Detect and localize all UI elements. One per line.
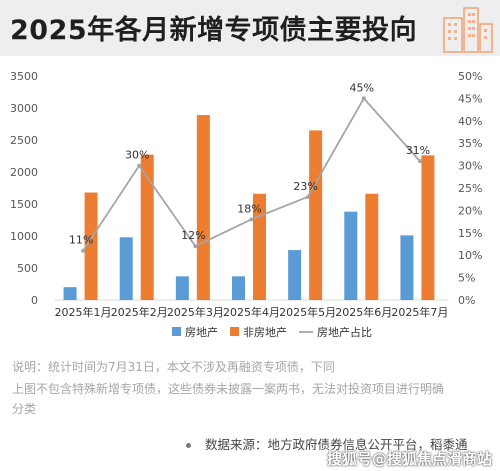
data-label: 45% — [350, 81, 374, 94]
share-point — [193, 244, 198, 249]
y-left-tick-label: 3000 — [10, 102, 38, 115]
x-tick-label: 2025年2月 — [111, 305, 168, 319]
y-right-tick-label: 45% — [458, 92, 482, 105]
y-right-tick-label: 20% — [458, 204, 482, 217]
note-line-3: 分类 — [12, 402, 37, 416]
legend-swatch-real-estate — [172, 327, 181, 336]
bar-real-estate — [119, 237, 133, 300]
x-tick-label: 2025年7月 — [391, 305, 448, 319]
y-left-tick-label: 1000 — [10, 230, 38, 243]
bar-non-real-estate — [140, 154, 154, 300]
bar-real-estate — [400, 235, 414, 300]
bar-non-real-estate — [196, 115, 210, 300]
bar-non-real-estate — [421, 155, 435, 300]
legend-swatch-non-real-estate — [230, 327, 239, 336]
page-title: 2025年各月新增专项债主要投向 — [10, 15, 418, 46]
data-label: 18% — [237, 202, 261, 215]
y-right-tick-label: 0% — [458, 294, 475, 307]
data-label: 31% — [406, 144, 430, 157]
bar-non-real-estate — [365, 193, 379, 300]
note-line-2: 上图不包含特殊新增专项债，这些债券未披露一案两书，无法对投资项目进行明确 — [12, 382, 445, 396]
y-right-tick-label: 25% — [458, 182, 482, 195]
share-point — [305, 194, 310, 199]
y-left-tick-label: 3500 — [10, 70, 38, 83]
y-right-tick-label: 35% — [458, 137, 482, 150]
legend-label: 非房地产 — [243, 325, 287, 339]
bar-real-estate — [344, 211, 358, 300]
x-tick-label: 2025年1月 — [55, 305, 112, 319]
x-tick-label: 2025年6月 — [335, 305, 392, 319]
share-point — [361, 96, 366, 101]
bar-non-real-estate — [84, 192, 98, 300]
y-left-tick-label: 1500 — [10, 198, 38, 211]
title-band: 2025年各月新增专项债主要投向 — [0, 0, 500, 56]
y-right-tick-label: 5% — [458, 272, 475, 285]
y-right-tick-label: 15% — [458, 227, 482, 240]
data-label: 23% — [293, 180, 317, 193]
legend-label: 房地产占比 — [317, 325, 372, 339]
y-right-tick-label: 40% — [458, 115, 482, 128]
source-text: 数据来源：地方政府债券信息公开平台，稻黍通 — [205, 437, 468, 452]
note-line-1: 说明：统计时间为7月31日，本文不涉及再融资专项债，下同 — [12, 360, 335, 374]
bar-real-estate — [288, 250, 302, 300]
share-point — [137, 163, 142, 168]
x-tick-label: 2025年3月 — [167, 305, 224, 319]
y-right-tick-label: 30% — [458, 160, 482, 173]
legend-label: 房地产 — [185, 325, 218, 339]
bar-non-real-estate — [309, 130, 323, 300]
bullet-icon — [186, 443, 191, 448]
watermark: 搜狐号@搜狐焦点滑商站 — [326, 450, 492, 468]
y-left-tick-label: 0 — [31, 294, 38, 307]
data-label: 12% — [181, 229, 205, 242]
y-right-tick-label: 50% — [458, 70, 482, 83]
y-left-tick-label: 500 — [17, 262, 38, 275]
share-point — [417, 159, 422, 164]
buildings-icon — [443, 7, 493, 53]
y-right-tick-label: 10% — [458, 249, 482, 262]
share-point — [81, 248, 86, 253]
data-label: 11% — [69, 234, 93, 247]
bar-non-real-estate — [253, 193, 266, 300]
bar-real-estate — [175, 276, 189, 300]
y-left-tick-label: 2500 — [10, 134, 38, 147]
bar-real-estate — [63, 287, 77, 300]
x-tick-label: 2025年5月 — [279, 305, 336, 319]
y-left-tick-label: 2000 — [10, 166, 38, 179]
chart: 0 500 1000 1500 2000 2500 3000 3500 0% 5% 10% 15% 20… — [10, 70, 482, 339]
bar-real-estate — [232, 276, 245, 300]
share-point — [249, 217, 254, 222]
source-row: 数据来源：地方政府债券信息公开平台，稻黍通 — [186, 434, 468, 453]
data-label: 30% — [125, 149, 149, 162]
x-tick-label: 2025年4月 — [223, 305, 280, 319]
